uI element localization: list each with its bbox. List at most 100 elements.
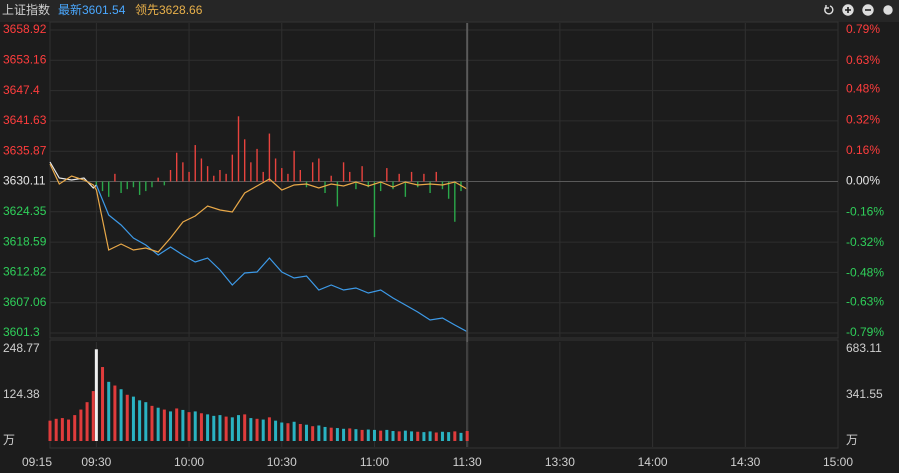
bar [162, 409, 166, 441]
bar [156, 407, 160, 441]
bar [311, 426, 315, 441]
y2-tick-label: 0.32% [846, 112, 880, 126]
bar [113, 385, 117, 441]
bar [311, 162, 314, 182]
bar [126, 181, 128, 190]
bar [219, 169, 221, 182]
bar [379, 181, 382, 192]
bar [243, 414, 247, 441]
bar [119, 389, 123, 441]
bar [120, 181, 122, 194]
bar [286, 423, 290, 441]
bar [150, 405, 154, 441]
bar [114, 173, 116, 182]
index-name: 上证指数 [2, 2, 50, 17]
bar [299, 169, 302, 182]
bar [460, 181, 462, 192]
bar [355, 181, 357, 190]
bar [410, 171, 413, 182]
bar [182, 162, 184, 182]
y-tick-label: 3630.11 [3, 174, 46, 188]
bar [261, 419, 265, 441]
bar [54, 418, 58, 441]
bar [175, 152, 178, 182]
bar [243, 139, 246, 182]
bar [281, 168, 283, 182]
bar [138, 400, 142, 441]
reset-icon[interactable] [824, 5, 834, 15]
bar [169, 411, 173, 441]
bar [181, 409, 185, 441]
y-tick-label: 3624.35 [3, 204, 47, 218]
bar [255, 418, 259, 441]
y2-tick-label: 0.63% [846, 53, 880, 67]
bar [249, 418, 253, 441]
bar [318, 158, 320, 182]
y2-tick-label: 0.48% [846, 82, 880, 96]
bar [342, 428, 346, 441]
bar [169, 169, 172, 182]
bar [403, 430, 407, 441]
bar [188, 171, 190, 182]
y-tick-label: 3658.92 [3, 22, 47, 36]
bar [175, 408, 179, 441]
bar [447, 432, 451, 441]
bar [138, 181, 141, 195]
bar [459, 432, 463, 441]
bar [410, 431, 414, 441]
lead-price: 领先3628.66 [135, 3, 203, 17]
y2-tick-label: 341.55 [846, 387, 883, 401]
bar [267, 417, 271, 441]
bar [349, 171, 351, 182]
bar [225, 173, 227, 182]
bar [101, 181, 104, 192]
bar [200, 158, 203, 182]
x-tick-label: 09:15 [22, 455, 52, 469]
bar [386, 168, 388, 182]
bar [108, 181, 110, 197]
y2-tick-label: -0.48% [846, 266, 884, 280]
bar [434, 432, 438, 441]
bar [454, 181, 456, 222]
price-line [49, 163, 468, 253]
bar [323, 426, 327, 441]
bar [391, 431, 395, 441]
bar [157, 177, 159, 182]
y-tick-label: 3601.3 [3, 325, 40, 339]
bar [194, 145, 196, 182]
bar [48, 420, 52, 441]
y-tick-label: 3612.82 [3, 265, 47, 279]
settings-icon[interactable] [883, 5, 893, 15]
bar [125, 394, 129, 441]
bar [404, 181, 407, 197]
bar [293, 150, 295, 182]
x-tick-label: 10:00 [174, 455, 204, 469]
bar [422, 432, 426, 441]
y-tick-label: 3607.06 [3, 295, 47, 309]
bar [361, 166, 363, 182]
bar [417, 181, 419, 188]
bar [250, 162, 252, 182]
bar [329, 427, 333, 441]
bar [287, 173, 289, 182]
bar [131, 396, 135, 441]
bar [144, 402, 148, 441]
bar [304, 424, 308, 441]
bar [324, 181, 326, 194]
bar [94, 349, 98, 441]
bar [79, 409, 83, 441]
x-tick-label: 10:30 [267, 455, 297, 469]
bar [145, 181, 147, 192]
bar [85, 402, 89, 441]
bar [262, 171, 264, 182]
bar [398, 173, 400, 182]
bar [274, 158, 277, 182]
bar [206, 166, 209, 182]
bar [440, 431, 444, 441]
y2-tick-label: -0.79% [846, 325, 884, 339]
bar [274, 420, 278, 441]
x-tick-label: 11:00 [360, 455, 389, 469]
price-line [49, 161, 97, 189]
bar [73, 415, 77, 441]
